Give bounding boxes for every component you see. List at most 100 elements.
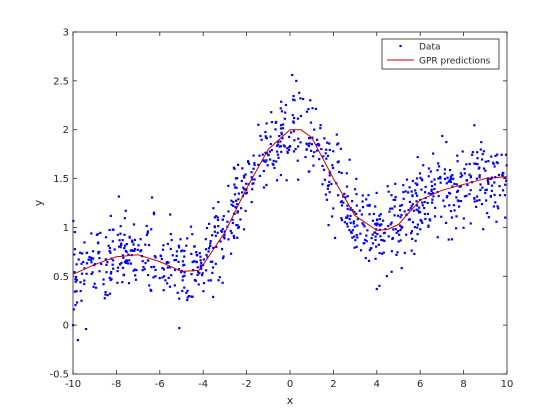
data-point xyxy=(349,208,352,211)
data-point xyxy=(404,190,407,193)
data-point xyxy=(451,185,454,188)
data-point xyxy=(149,288,152,291)
data-point xyxy=(311,107,314,110)
data-point xyxy=(399,216,402,219)
data-point xyxy=(279,145,282,148)
data-point xyxy=(292,130,295,133)
data-point xyxy=(222,236,225,239)
data-point xyxy=(391,237,394,240)
data-point xyxy=(280,131,283,134)
data-point xyxy=(484,191,487,195)
data-point xyxy=(213,230,216,233)
data-point xyxy=(299,114,303,118)
data-point xyxy=(375,287,378,291)
data-point xyxy=(217,200,220,204)
data-point xyxy=(178,297,181,300)
data-point xyxy=(445,182,448,185)
data-point xyxy=(232,200,235,204)
data-point xyxy=(321,183,324,186)
data-point xyxy=(482,150,485,153)
data-point xyxy=(281,127,285,130)
data-point xyxy=(292,116,296,120)
data-point xyxy=(236,236,239,239)
data-point xyxy=(307,144,310,148)
data-point xyxy=(326,141,329,144)
data-point xyxy=(183,274,186,277)
legend-entry-data: Data xyxy=(419,43,441,53)
data-point xyxy=(217,225,220,228)
x-tick-label: -10 xyxy=(65,379,81,390)
data-point xyxy=(292,150,296,153)
data-point xyxy=(197,283,200,286)
data-point xyxy=(432,195,435,198)
data-point xyxy=(130,239,134,242)
data-point xyxy=(276,143,280,146)
data-point xyxy=(221,218,225,221)
data-point xyxy=(408,200,412,203)
data-point xyxy=(463,195,466,198)
data-point xyxy=(346,216,349,219)
data-point xyxy=(123,244,127,247)
gpr-predictions-series xyxy=(72,129,508,275)
y-axis: -0.5 0 0.5 1 1.5 2 2.5 3 xyxy=(49,28,507,381)
data-point xyxy=(125,250,128,254)
data-point xyxy=(437,177,440,180)
data-point xyxy=(112,267,115,270)
data-point xyxy=(330,182,333,186)
y-tick-label: 1 xyxy=(63,223,69,234)
data-point xyxy=(476,157,479,160)
data-point xyxy=(129,249,132,252)
data-point xyxy=(175,254,178,258)
data-point xyxy=(111,259,115,262)
data-point xyxy=(164,279,167,282)
data-point xyxy=(85,251,89,254)
data-point xyxy=(423,207,426,210)
data-point xyxy=(359,232,362,235)
data-point xyxy=(118,239,121,242)
data-point xyxy=(90,258,93,261)
data-point xyxy=(493,165,496,168)
data-point xyxy=(311,136,314,139)
data-point xyxy=(168,266,172,269)
data-point xyxy=(343,221,346,224)
data-point xyxy=(378,217,381,221)
data-point xyxy=(504,216,507,219)
data-point xyxy=(177,246,181,249)
data-point xyxy=(465,179,469,182)
data-point xyxy=(247,161,250,164)
data-point xyxy=(478,166,481,169)
data-point xyxy=(356,224,359,227)
data-point xyxy=(450,238,454,241)
data-point xyxy=(391,207,394,210)
data-point xyxy=(387,190,390,193)
data-point xyxy=(116,281,119,284)
data-point xyxy=(348,217,351,221)
data-point xyxy=(127,262,130,265)
data-point xyxy=(352,220,355,223)
data-point xyxy=(433,215,437,218)
data-point xyxy=(212,295,215,299)
data-point xyxy=(278,145,281,148)
data-point xyxy=(351,236,354,239)
x-tick-label: 8 xyxy=(460,379,466,390)
data-point xyxy=(176,291,179,294)
data-point xyxy=(371,233,374,236)
data-point xyxy=(492,205,495,208)
data-point xyxy=(244,173,247,176)
data-point xyxy=(244,209,247,213)
data-point xyxy=(109,251,112,254)
data-point xyxy=(98,257,101,260)
x-tick-label: -6 xyxy=(155,379,165,390)
data-point xyxy=(231,218,234,221)
data-point xyxy=(133,248,137,251)
data-point xyxy=(72,308,75,311)
data-point xyxy=(494,176,497,179)
data-point xyxy=(162,289,165,292)
legend: Data GPR predictions xyxy=(381,38,500,70)
data-point xyxy=(444,221,448,225)
data-point xyxy=(317,142,320,146)
data-point xyxy=(448,204,451,207)
data-point xyxy=(264,151,267,154)
data-point xyxy=(289,145,292,148)
